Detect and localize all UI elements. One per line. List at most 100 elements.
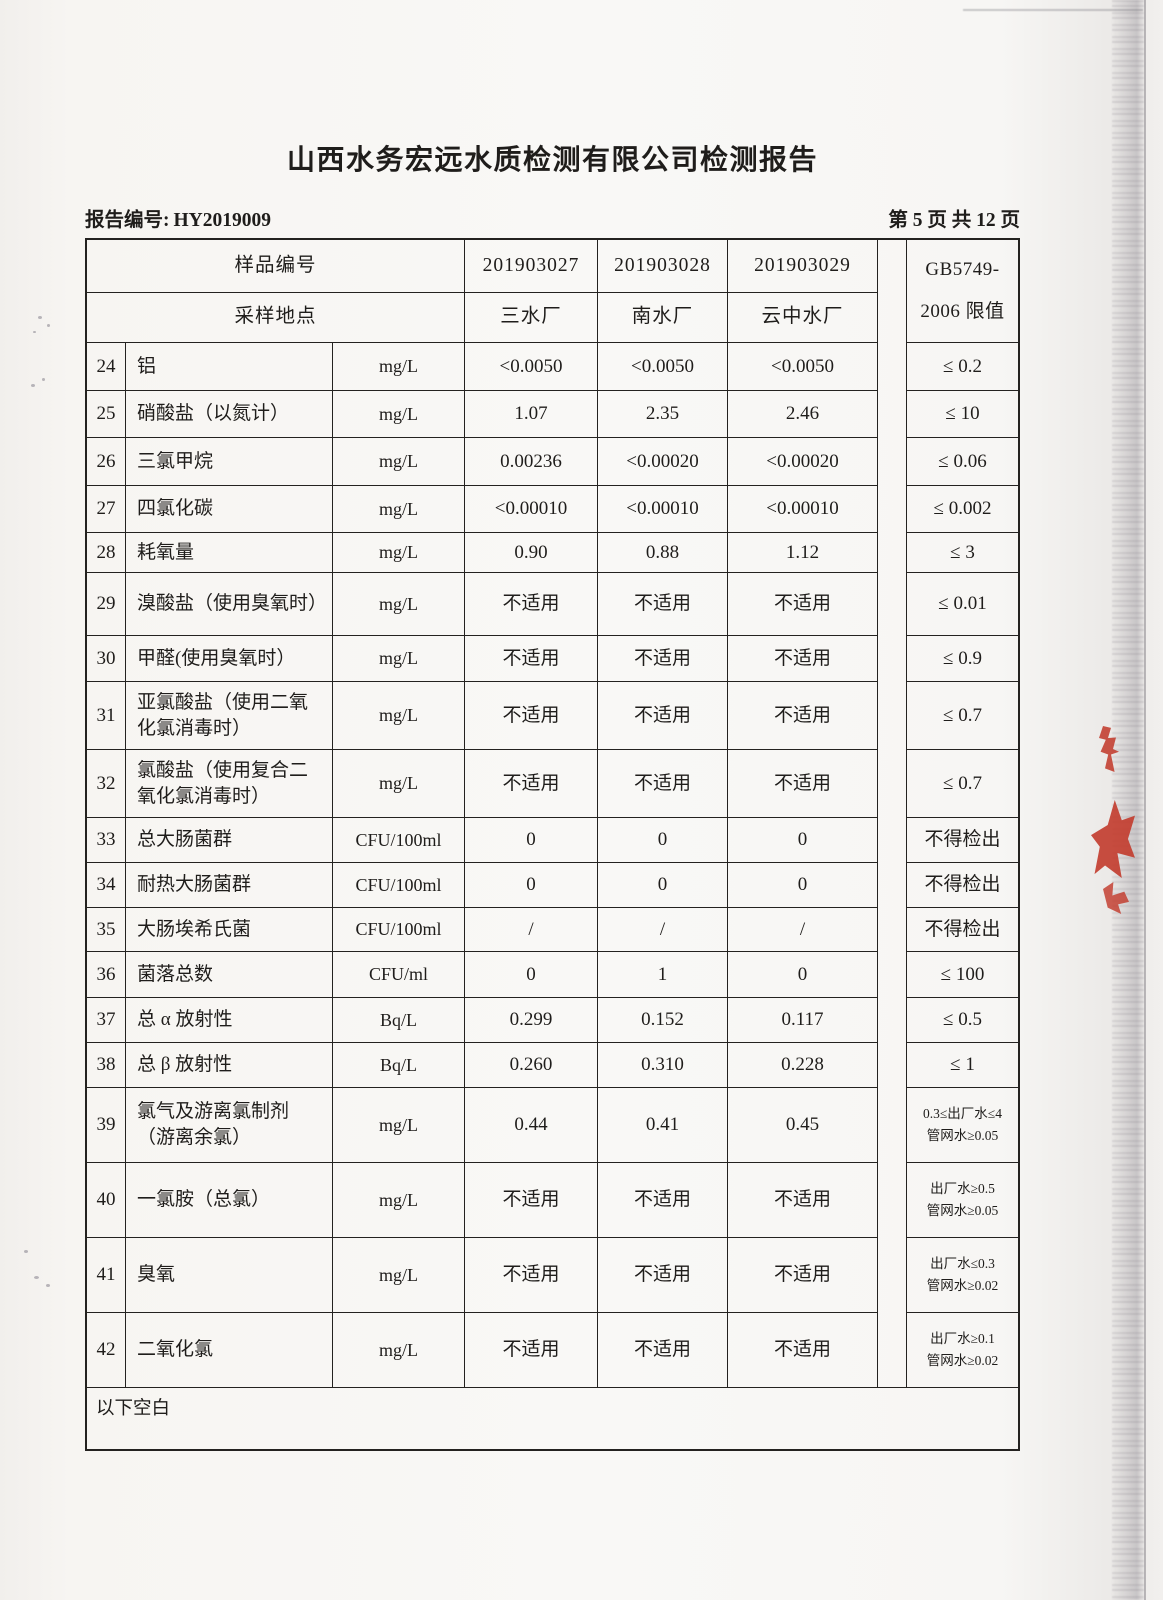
sample-value: 不适用 [465,682,598,750]
param-name: 总 α 放射性 [126,998,333,1043]
param-name: 四氯化碳 [126,486,333,533]
sample-value: 0.117 [728,998,878,1043]
sample-value: 0 [728,818,878,863]
sample-value: 0 [598,863,728,908]
unit-label: mg/L [333,343,465,391]
sample-value: 1 [598,952,728,998]
limit-value: ≤ 0.7 [907,682,1018,750]
limit-header-line2: 2006 限值 [920,301,1005,323]
param-name: 臭氧 [126,1238,333,1313]
sample-value: <0.0050 [728,343,878,391]
row-number: 30 [87,636,126,682]
sample-value: 不适用 [728,1238,878,1313]
limit-value: ≤ 0.01 [907,573,1018,636]
sample-value: 不适用 [598,636,728,682]
sample-value: 0 [465,863,598,908]
sample-value: / [728,908,878,952]
sample-value: 不适用 [728,636,878,682]
sample-value: 不适用 [728,1163,878,1238]
scan-speck [34,1276,39,1279]
limit-line1: 0.3≤出厂水≤4 [923,1106,1002,1122]
limit-value: 出厂水≤0.3 管网水≥0.02 [907,1238,1018,1313]
row-number: 29 [87,573,126,636]
report-title: 山西水务宏远水质检测有限公司检测报告 [286,145,818,176]
sample-value: <0.0050 [465,343,598,391]
sample-value: / [465,908,598,952]
param-name: 甲醛(使用臭氧时） [126,636,333,682]
row-number: 32 [87,750,126,818]
limit-line1: 出厂水≤0.3 [930,1256,995,1272]
param-name: 耗氧量 [126,533,333,573]
limit-value: 不得检出 [907,863,1018,908]
sample-value: 不适用 [598,1163,728,1238]
unit-label: CFU/100ml [333,818,465,863]
unit-label: mg/L [333,636,465,682]
sample-value: 不适用 [728,682,878,750]
sample-value: 0.90 [465,533,598,573]
row-number: 28 [87,533,126,573]
sample-value: 不适用 [598,682,728,750]
location: 三水厂 [465,293,598,343]
row-number: 39 [87,1088,126,1163]
results-table: 样品编号 201903027 201903028 201903029 采样地点 … [85,238,1020,1451]
unit-label: Bq/L [333,1043,465,1088]
scan-speck [38,316,42,319]
param-name: 硝酸盐（以氮计） [126,391,333,438]
scan-speck [31,384,35,387]
sample-value: 0 [598,818,728,863]
limit-value: 不得检出 [907,908,1018,952]
report-meta: 报告编号: HY2019009 第 5 页 共 12 页 [85,203,1020,232]
param-name: 一氯胺（总氯） [126,1163,333,1238]
sample-value: 不适用 [465,1313,598,1388]
param-name: 大肠埃希氏菌 [126,908,333,952]
sample-value: 0.88 [598,533,728,573]
param-name: 亚氯酸盐（使用二氧化氯消毒时） [126,682,333,750]
sample-value: / [598,908,728,952]
param-name: 菌落总数 [126,952,333,998]
unit-label: mg/L [333,533,465,573]
sample-value: 1.12 [728,533,878,573]
sample-value: 0 [728,952,878,998]
limit-line1: 出厂水≥0.1 [930,1331,995,1347]
param-name: 氯气及游离氯制剂（游离余氯） [126,1088,333,1163]
unit-label: CFU/100ml [333,908,465,952]
param-name: 二氧化氯 [126,1313,333,1388]
param-name: 三氯甲烷 [126,438,333,486]
param-name: 铝 [126,343,333,391]
limit-value: ≤ 100 [907,952,1018,998]
row-number: 41 [87,1238,126,1313]
row-number: 26 [87,438,126,486]
row-number: 35 [87,908,126,952]
limit-line2: 管网水≥0.05 [926,1128,999,1143]
limit-value: ≤ 1 [907,1043,1018,1088]
unit-label: mg/L [333,573,465,636]
sample-value: <0.00020 [728,438,878,486]
sample-no-header: 样品编号 [87,240,465,293]
sample-value: 0.299 [465,998,598,1043]
unit-label: Bq/L [333,998,465,1043]
blank-below-note: 以下空白 [96,1399,171,1419]
param-name: 总 β 放射性 [126,1043,333,1088]
sample-id: 201903029 [728,240,878,293]
sample-value: 0.45 [728,1088,878,1163]
sample-value: 不适用 [598,1313,728,1388]
scan-speck [47,324,50,327]
row-number: 36 [87,952,126,998]
limit-line2: 管网水≥0.05 [926,1203,999,1218]
sample-value: 2.35 [598,391,728,438]
sample-value: 不适用 [598,573,728,636]
limit-value: ≤ 0.5 [907,998,1018,1043]
limit-value: 不得检出 [907,818,1018,863]
limit-value: 出厂水≥0.1 管网水≥0.02 [907,1313,1018,1388]
limit-value: ≤ 3 [907,533,1018,573]
limit-line1: 出厂水≥0.5 [930,1181,995,1197]
sample-value: 0 [465,818,598,863]
unit-label: mg/L [333,1238,465,1313]
scan-speck [24,1250,28,1253]
sample-value: 0.44 [465,1088,598,1163]
limit-value: ≤ 0.7 [907,750,1018,818]
row-number: 31 [87,682,126,750]
sample-value: <0.00020 [598,438,728,486]
scan-speck [33,331,36,333]
report-number: 报告编号: HY2019009 [85,203,275,232]
